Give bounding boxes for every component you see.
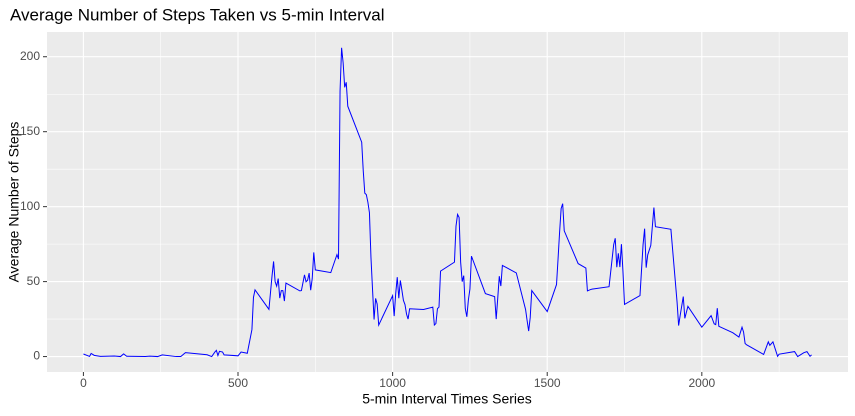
y-tick-label: 150: [20, 124, 40, 138]
x-tick-label: 1000: [379, 376, 406, 390]
x-tick-label: 0: [80, 376, 87, 390]
data-line: [83, 47, 812, 358]
x-tick-label: 1500: [534, 376, 561, 390]
y-tick-label: 100: [20, 199, 40, 213]
x-axis-title: 5-min Interval Times Series: [362, 391, 532, 407]
chart-title: Average Number of Steps Taken vs 5-min I…: [10, 5, 385, 24]
y-tick-label: 200: [20, 49, 40, 63]
y-tick-label: 0: [33, 349, 40, 363]
x-tick-label: 500: [228, 376, 248, 390]
y-tick-label: 50: [27, 274, 41, 288]
x-tick-label: 2000: [688, 376, 715, 390]
y-axis-title: Average Number of Steps: [6, 122, 22, 283]
plot-panel: [47, 32, 848, 372]
